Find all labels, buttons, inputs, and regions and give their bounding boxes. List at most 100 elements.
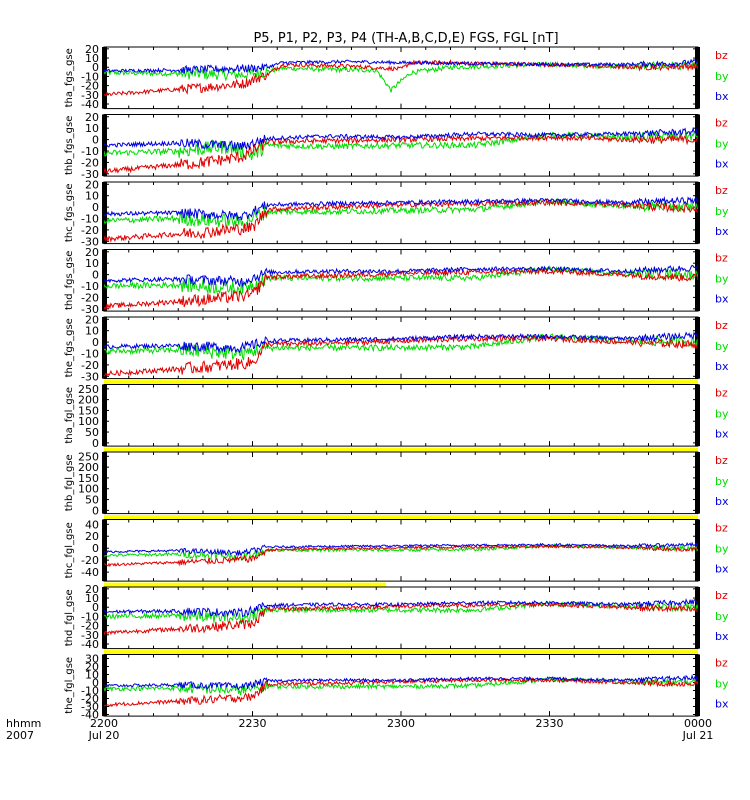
y-tick-label: -30 [81, 701, 99, 714]
y-tick-label: 10 [85, 52, 99, 65]
legend-bz: bz [715, 657, 728, 670]
y-tick-label: -10 [81, 145, 99, 158]
y-tick-label: 20 [85, 661, 99, 674]
y-axis-label: thd_fgs_gse [64, 251, 75, 310]
y-tick-label: -10 [81, 348, 99, 361]
left-edge-bar [102, 452, 107, 514]
data-gap-bar [104, 515, 698, 520]
plot-frame [103, 451, 699, 515]
y-tick-label: 150 [78, 404, 99, 417]
y-tick-label: 0 [92, 61, 99, 74]
y-tick-label: -40 [81, 638, 99, 651]
y-tick-label: 50 [85, 494, 99, 507]
y-tick-label: -20 [81, 620, 99, 633]
y-tick-label: 0 [92, 134, 99, 147]
y-axis-label: thb_fgs_gse [64, 116, 75, 175]
series-bz-line [104, 267, 698, 311]
right-edge-bar [695, 114, 700, 177]
y-tick-label: -20 [81, 554, 99, 567]
series-bz-line [104, 544, 698, 568]
plot-frame [103, 181, 699, 245]
y-axis-label: the_fgs_gse [64, 318, 75, 377]
y-tick-label: -20 [81, 156, 99, 169]
y-tick-label: 0 [92, 336, 99, 349]
legend-by: by [715, 205, 729, 218]
y-tick-label: -10 [81, 280, 99, 293]
data-gap-bar [104, 447, 698, 453]
legend-bx: bx [715, 90, 729, 103]
legend-bx: bx [715, 293, 729, 306]
legend-bx: bx [715, 698, 729, 711]
right-edge-bar [695, 384, 700, 447]
y-tick-label: 30 [85, 653, 99, 666]
series-bx-line [104, 541, 698, 556]
data-gap-bar [104, 582, 387, 588]
left-edge-bar [102, 587, 107, 649]
y-tick-label: 250 [78, 383, 99, 396]
series-by-line [104, 600, 698, 626]
legend-bx: bx [715, 428, 729, 441]
legend-by: by [715, 70, 729, 83]
y-tick-label: -20 [81, 359, 99, 372]
y-tick-label: -10 [81, 70, 99, 83]
series-bx-line [104, 264, 698, 288]
legend-by: by [715, 408, 729, 421]
x-date-label: Jul 21 [682, 729, 714, 742]
y-tick-label: 50 [85, 426, 99, 439]
legend-bz: bz [715, 184, 728, 197]
y-tick-label: 100 [78, 483, 99, 496]
y-axis-label: thd_fgl_gse [64, 589, 75, 646]
series-bx-line [104, 126, 698, 152]
right-edge-bar [695, 182, 700, 244]
y-axis-label: tha_fgl_gse [64, 387, 75, 444]
legend-bz: bz [715, 49, 728, 62]
series-bz-line [104, 133, 698, 175]
legend-by: by [715, 610, 729, 623]
x-tick-label: 0000 [684, 717, 712, 730]
y-tick-label: -20 [81, 224, 99, 237]
y-tick-label: 20 [85, 178, 99, 191]
y-tick-label: -30 [81, 89, 99, 102]
right-edge-bar [695, 47, 700, 109]
legend-bx: bx [715, 360, 729, 373]
y-tick-label: -10 [81, 610, 99, 623]
y-tick-label: -30 [81, 370, 99, 383]
legend-by: by [715, 678, 729, 691]
y-tick-label: 20 [85, 43, 99, 56]
x-tick-label: 2200 [90, 717, 118, 730]
y-tick-label: 0 [92, 201, 99, 214]
y-tick-label: -10 [81, 213, 99, 226]
y-tick-label: 200 [78, 461, 99, 474]
y-tick-label: -30 [81, 235, 99, 248]
right-edge-bar [695, 587, 700, 649]
y-axis-label: the_fgl_gse [64, 657, 75, 714]
y-tick-label: -40 [81, 98, 99, 111]
y-tick-label: -30 [81, 303, 99, 316]
legend-bz: bz [715, 387, 728, 400]
legend-by: by [715, 543, 729, 556]
series-bx-line [104, 598, 698, 618]
x-tick-label: 2230 [239, 717, 267, 730]
legend-bz: bz [715, 252, 728, 265]
y-tick-label: 10 [85, 592, 99, 605]
y-axis-label: thc_fgs_gse [64, 184, 75, 243]
series-bx-line [104, 674, 698, 691]
plot-frame [103, 384, 699, 447]
right-edge-bar [695, 452, 700, 514]
y-tick-label: -30 [81, 168, 99, 181]
left-edge-bar [102, 384, 107, 447]
plot-frame [103, 46, 699, 110]
left-edge-bar [102, 317, 107, 379]
year-label: 2007 [6, 729, 34, 742]
x-date-label: Jul 20 [88, 729, 120, 742]
y-axis-label: thc_fgl_gse [64, 522, 75, 578]
y-tick-label: 0 [92, 437, 99, 450]
y-tick-label: 200 [78, 394, 99, 407]
series-by-line [104, 130, 698, 161]
data-gap-bar [104, 380, 698, 385]
series-bz-line [104, 59, 698, 97]
y-axis-label: thb_fgl_gse [64, 454, 75, 511]
y-tick-label: 20 [85, 246, 99, 259]
